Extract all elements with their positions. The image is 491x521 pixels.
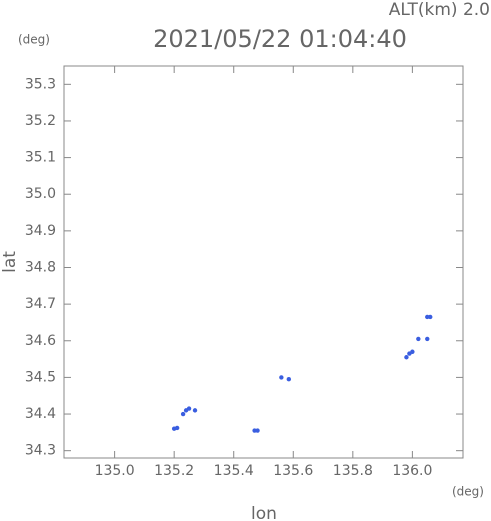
point <box>192 408 198 413</box>
y-tick-label: 34.7 <box>25 296 56 312</box>
y-tick-label: 34.3 <box>25 443 56 459</box>
x-label: lon <box>251 504 277 521</box>
point <box>279 375 284 380</box>
x-tick-label: 135.0 <box>95 463 135 479</box>
x-unit: (deg) <box>452 485 484 499</box>
y-tick-label: 34.6 <box>25 333 56 349</box>
plot-frame <box>63 65 464 459</box>
x-tick-label: 135.2 <box>154 463 194 479</box>
y-tick-label: 35.1 <box>25 150 56 166</box>
x-tick-label: 136.0 <box>392 463 432 479</box>
point <box>425 336 430 342</box>
x-tick-label: 135.8 <box>333 463 373 479</box>
point <box>404 355 409 360</box>
point <box>186 406 192 411</box>
y-tick-label: 35.3 <box>25 76 56 92</box>
point <box>180 411 186 417</box>
point <box>174 425 180 431</box>
point <box>286 377 292 382</box>
point <box>410 349 415 354</box>
y-tick-label: 34.9 <box>25 223 56 239</box>
y-label: lat <box>0 251 20 273</box>
x-tick-label: 135.6 <box>273 463 313 479</box>
point <box>255 428 260 433</box>
y-tick-label: 34.8 <box>25 259 56 275</box>
y-tick-label: 35.2 <box>25 113 56 129</box>
y-tick-label: 34.4 <box>25 406 56 422</box>
y-tick-label: 35.0 <box>25 186 56 202</box>
subtitle: ALT(km) 2.0 <box>389 0 490 20</box>
chart-title: 2021/05/22 01:04:40 <box>153 25 407 53</box>
y-unit: (deg) <box>18 33 50 47</box>
y-tick-label: 34.5 <box>25 369 56 385</box>
point <box>428 314 433 320</box>
point <box>416 336 421 342</box>
x-tick-label: 135.4 <box>214 463 254 479</box>
